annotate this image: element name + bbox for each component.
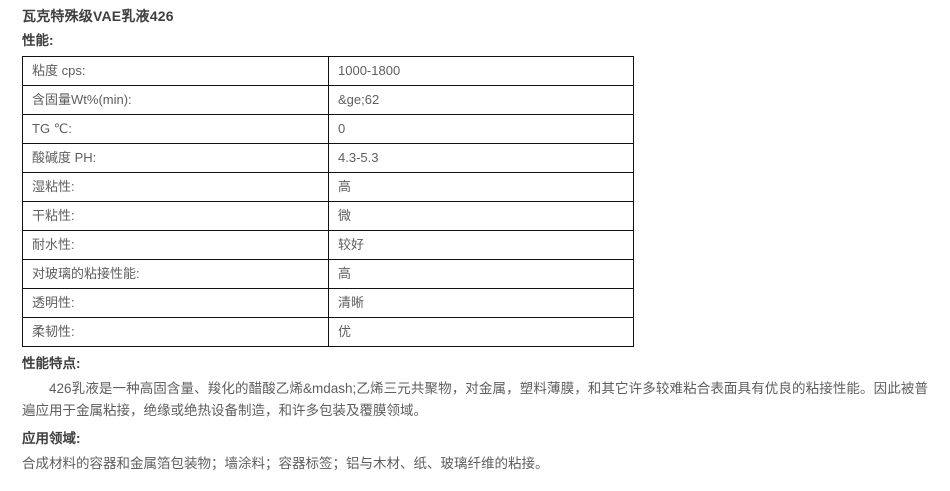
table-row: TG ℃: 0 <box>22 114 634 144</box>
performance-spec-table: 粘度 cps: 1000-1800 含固量Wt%(min): &ge;62 TG… <box>22 56 634 347</box>
table-row: 干粘性: 微 <box>22 201 634 231</box>
applications-paragraph: 合成材料的容器和金属箔包装物；墙涂料；容器标签；铝与木材、纸、玻璃纤维的粘接。 <box>22 456 549 471</box>
section-heading-applications: 应用领域: <box>22 431 81 446</box>
table-row: 酸碱度 PH: 4.3-5.3 <box>22 143 634 173</box>
spec-value: 较好 <box>328 230 634 260</box>
spec-label: 透明性: <box>22 288 329 318</box>
spec-value: 4.3-5.3 <box>328 143 634 173</box>
spec-value: 清晰 <box>328 288 634 318</box>
spec-label: 干粘性: <box>22 201 329 231</box>
spec-label: 粘度 cps: <box>22 56 329 86</box>
section-heading-features: 性能特点: <box>22 356 81 371</box>
spec-label: 湿粘性: <box>22 172 329 202</box>
table-row: 耐水性: 较好 <box>22 230 634 260</box>
table-row: 透明性: 清晰 <box>22 288 634 318</box>
spec-value: 1000-1800 <box>328 56 634 86</box>
spec-label: 耐水性: <box>22 230 329 260</box>
table-row: 对玻璃的粘接性能: 高 <box>22 259 634 289</box>
spec-value: 0 <box>328 114 634 144</box>
spec-label: 酸碱度 PH: <box>22 143 329 173</box>
spec-value: 微 <box>328 201 634 231</box>
spec-value: 高 <box>328 259 634 289</box>
table-row: 湿粘性: 高 <box>22 172 634 202</box>
page-title: 瓦克特殊级VAE乳液426 <box>22 8 174 24</box>
spec-value: 优 <box>328 317 634 347</box>
spec-label: 含固量Wt%(min): <box>22 85 329 115</box>
spec-label: 柔韧性: <box>22 317 329 347</box>
spec-label: 对玻璃的粘接性能: <box>22 259 329 289</box>
spec-table-container: 粘度 cps: 1000-1800 含固量Wt%(min): &ge;62 TG… <box>0 54 950 347</box>
spec-value: 高 <box>328 172 634 202</box>
section-heading-performance: 性能: <box>22 33 54 48</box>
features-paragraph: 426乳液是一种高固含量、羧化的醋酸乙烯&mdash;乙烯三元共聚物，对金属，塑… <box>22 381 928 418</box>
spec-value: &ge;62 <box>328 85 634 115</box>
table-row: 粘度 cps: 1000-1800 <box>22 56 634 86</box>
spec-table-body: 粘度 cps: 1000-1800 含固量Wt%(min): &ge;62 TG… <box>22 56 634 347</box>
spec-label: TG ℃: <box>22 114 329 144</box>
table-row: 柔韧性: 优 <box>22 317 634 347</box>
table-row: 含固量Wt%(min): &ge;62 <box>22 85 634 115</box>
